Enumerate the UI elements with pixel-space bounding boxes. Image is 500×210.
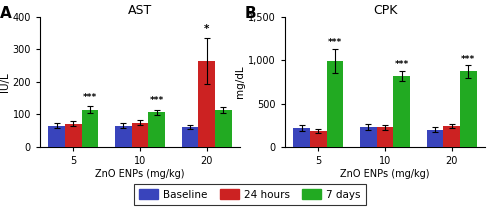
Bar	[294, 128, 310, 147]
Bar	[460, 71, 476, 147]
Bar	[215, 110, 232, 147]
Bar	[82, 110, 98, 147]
Title: AST: AST	[128, 4, 152, 17]
Y-axis label: IU/L: IU/L	[0, 72, 10, 92]
Text: ***: ***	[150, 96, 164, 105]
Text: B: B	[245, 6, 256, 21]
Bar	[426, 130, 444, 147]
Bar	[326, 61, 344, 147]
Bar	[48, 126, 65, 147]
Legend: Baseline, 24 hours, 7 days: Baseline, 24 hours, 7 days	[134, 184, 366, 205]
Text: ***: ***	[328, 38, 342, 47]
Text: ***: ***	[394, 60, 409, 69]
Bar	[376, 127, 394, 147]
Bar	[148, 112, 165, 147]
Bar	[198, 61, 215, 147]
X-axis label: ZnO ENPs (mg/kg): ZnO ENPs (mg/kg)	[340, 169, 430, 179]
Bar	[182, 127, 198, 147]
Y-axis label: mg/dL: mg/dL	[236, 66, 246, 98]
Text: ***: ***	[461, 55, 475, 64]
Bar	[360, 127, 376, 147]
Text: ***: ***	[83, 93, 97, 102]
Bar	[115, 126, 132, 147]
Bar	[394, 76, 410, 147]
Bar	[132, 123, 148, 147]
Title: CPK: CPK	[373, 4, 397, 17]
X-axis label: ZnO ENPs (mg/kg): ZnO ENPs (mg/kg)	[95, 169, 185, 179]
Bar	[65, 123, 82, 147]
Text: A: A	[0, 6, 12, 21]
Bar	[444, 126, 460, 147]
Bar	[310, 131, 326, 147]
Text: *: *	[204, 24, 210, 34]
